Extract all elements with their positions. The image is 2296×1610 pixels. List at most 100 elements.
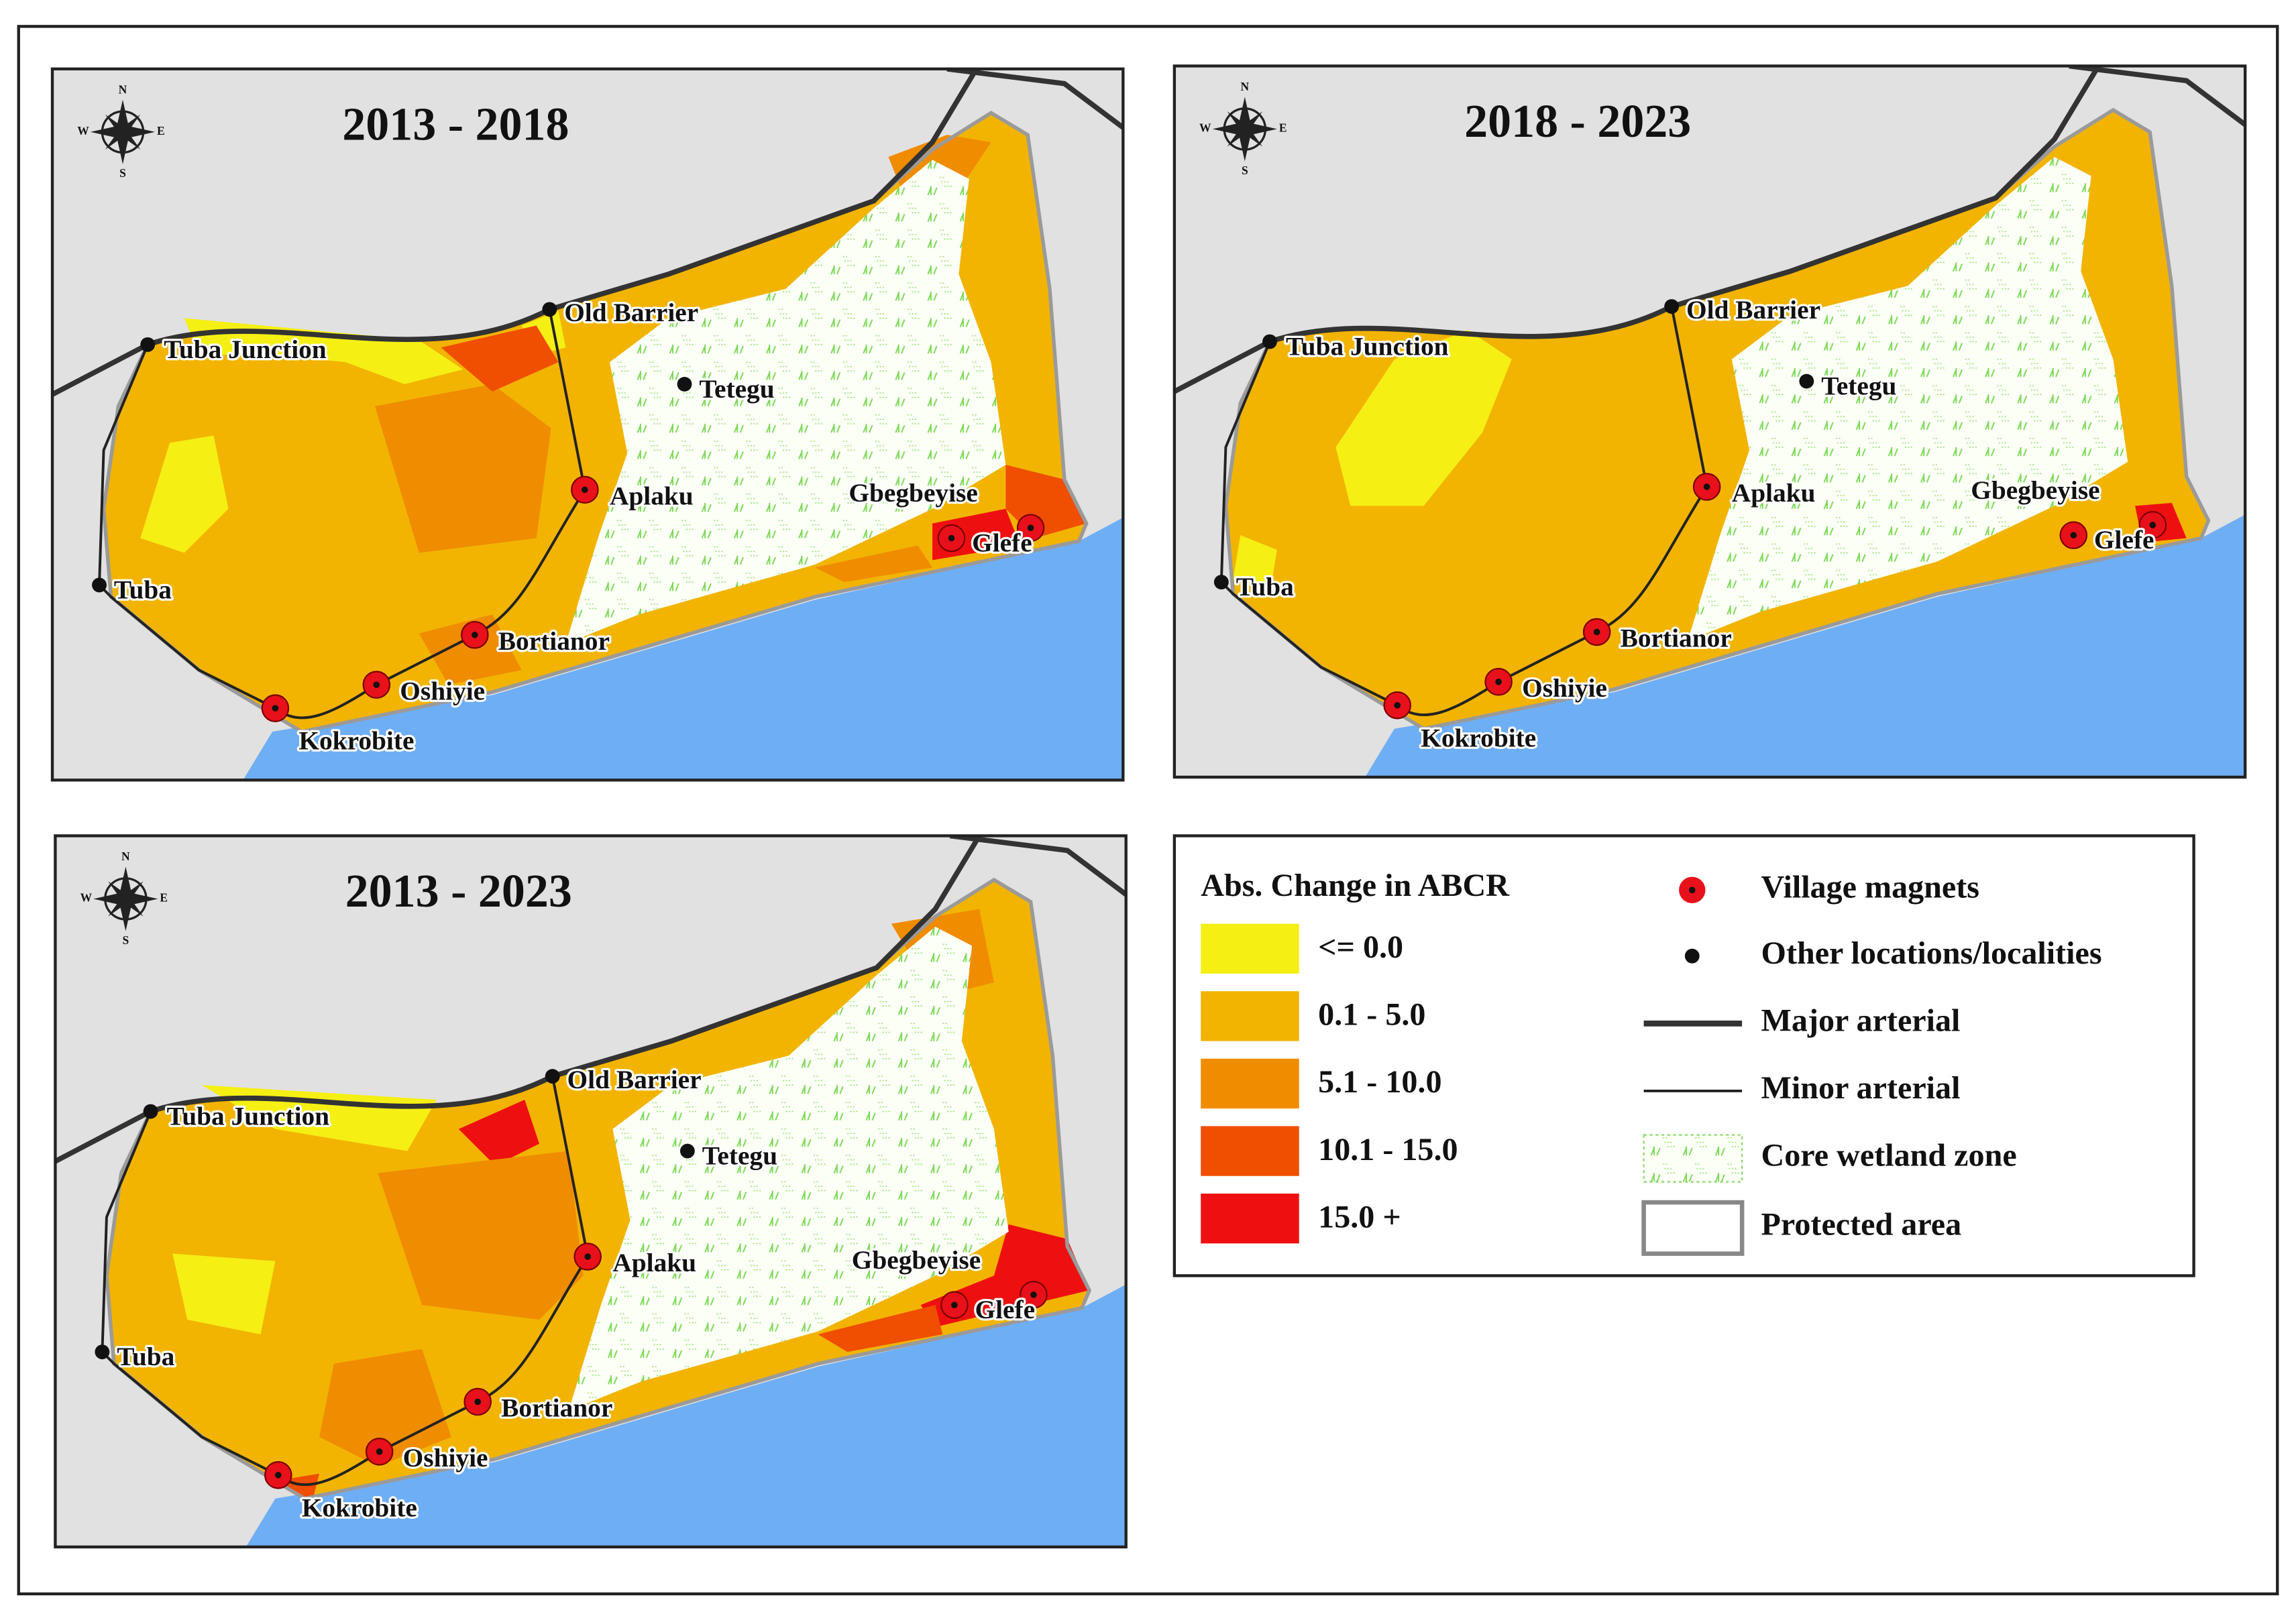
location-label: Tuba Junction <box>164 335 327 364</box>
abcr-patch <box>458 1100 540 1166</box>
legend-label: Protected area <box>1761 1206 1962 1242</box>
legend-label: Core wetland zone <box>1761 1138 2017 1173</box>
legend-swatch <box>1201 991 1299 1041</box>
village-marker-center <box>1394 701 1401 709</box>
compass-letter: E <box>160 890 168 904</box>
compass-letter: N <box>1241 80 1250 93</box>
location-label: Aplaku <box>612 1248 696 1277</box>
map-body <box>1174 66 2246 777</box>
location-label: Tuba <box>117 1342 174 1371</box>
legend-label: Minor arterial <box>1761 1070 1961 1106</box>
location-label: Glefe <box>975 1295 1035 1324</box>
location-label: Bortianor <box>498 626 610 656</box>
location-dot <box>92 577 107 593</box>
village-marker-center <box>2149 522 2156 528</box>
abcr-patch <box>319 1348 451 1467</box>
location-label: Old Barrier <box>567 1065 702 1094</box>
village-marker-center <box>951 1302 958 1308</box>
map-body <box>52 68 1124 781</box>
location-label: Tetegu <box>702 1141 777 1171</box>
compass-letter: S <box>1242 164 1248 177</box>
legend-swatch <box>1201 1126 1299 1176</box>
location-label: Old Barrier <box>1686 295 1820 325</box>
location-label: Tuba Junction <box>167 1101 330 1131</box>
compass-star <box>90 99 156 164</box>
location-label: Oshiyie <box>1522 673 1607 703</box>
compass-star <box>1212 97 1277 162</box>
legend: Abs. Change in ABCR <= 0.0 0.1 - 5.0 5.1 - … <box>1172 834 2195 1277</box>
legend-label: 15.0 + <box>1318 1199 1401 1234</box>
legend-label: 10.1 - 15.0 <box>1318 1132 1458 1167</box>
legend-village-center <box>1688 886 1696 894</box>
location-dot <box>679 1143 695 1159</box>
legend-label: 0.1 - 5.0 <box>1318 997 1425 1033</box>
map-frame <box>50 67 1125 782</box>
location-label: Oshiyie <box>400 676 485 705</box>
map-panel: N S E W 2013 - 2023 Aplaku Gbegbeyise Glefe Bort… <box>54 834 1128 1549</box>
location-label: Kokrobite <box>1421 723 1536 752</box>
village-marker-center <box>1703 483 1710 490</box>
village-marker-center <box>1030 1291 1037 1298</box>
map-panel: N S E W 2013 - 2018 Aplaku Gbegbeyise Glefe Bort… <box>50 67 1125 782</box>
legend-swatch <box>1201 1193 1299 1244</box>
village-marker-center <box>581 486 588 494</box>
compass-letter: W <box>80 890 93 904</box>
major-arterial <box>55 836 1126 1164</box>
location-label: Aplaku <box>1732 478 1816 508</box>
map-title: 2018 - 2023 <box>1464 96 1691 148</box>
location-dot <box>140 337 156 352</box>
compass-star <box>93 866 158 931</box>
compass-letter: W <box>77 124 89 137</box>
location-dot <box>95 1344 110 1360</box>
core-wetland <box>565 160 1006 644</box>
legend-label: Major arterial <box>1761 1002 1961 1038</box>
location-dot <box>1262 334 1277 349</box>
abcr-patch <box>375 384 551 553</box>
abcr-patch <box>378 1151 584 1320</box>
abcr-patch <box>172 1253 276 1334</box>
abcr-patch <box>441 325 559 392</box>
location-label: Tuba Junction <box>1286 331 1449 361</box>
village-marker-center <box>272 705 279 711</box>
legend-protected <box>1641 1200 1745 1256</box>
location-label: Tuba <box>1236 572 1294 601</box>
location-dot <box>677 376 692 392</box>
location-dot <box>1213 575 1229 590</box>
map-body <box>55 836 1126 1547</box>
location-label: Old Barrier <box>564 298 698 327</box>
village-marker-center <box>584 1253 591 1260</box>
location-label: Tuba <box>114 575 172 604</box>
village-marker-center <box>376 1448 383 1455</box>
abcr-patch <box>184 318 463 384</box>
location-label: Glefe <box>972 528 1032 557</box>
location-label: Gbegbeyise <box>852 1245 981 1275</box>
location-dot <box>1664 299 1680 314</box>
location-label: Kokrobite <box>298 726 414 756</box>
compass: N S E W <box>80 850 168 947</box>
major-arterial <box>1174 66 2246 394</box>
legend-label: <= 0.0 <box>1318 929 1403 965</box>
legend-label: Village magnets <box>1761 869 1979 905</box>
compass-letter: S <box>123 933 129 947</box>
legend-title: Abs. Change in ABCR <box>1201 868 1510 903</box>
village-marker-center <box>2070 532 2077 538</box>
compass: N S E W <box>1199 80 1287 177</box>
map-frame <box>54 834 1128 1549</box>
abcr-patch <box>419 614 522 685</box>
location-dot <box>1799 373 1814 389</box>
legend-label: 5.1 - 10.0 <box>1318 1064 1441 1100</box>
legend-label: Other locations/localities <box>1761 935 2102 971</box>
location-label: Bortianor <box>1621 624 1732 653</box>
map-panel: N S E W 2018 - 2023 Aplaku Gbegbeyise Glefe Bort… <box>1172 64 2247 779</box>
map-title: 2013 - 2018 <box>342 99 569 150</box>
village-marker-center <box>274 1472 282 1479</box>
abcr-patch <box>1335 330 1512 506</box>
compass-letter: E <box>1279 121 1287 134</box>
village-marker-center <box>471 632 478 638</box>
abcr-patch <box>202 1085 437 1151</box>
abcr-patch <box>818 1305 943 1353</box>
major-arterial <box>52 68 1124 397</box>
village-marker-center <box>1495 679 1502 685</box>
abcr-patch <box>815 545 933 583</box>
location-label: Gbegbeyise <box>1971 475 2099 505</box>
